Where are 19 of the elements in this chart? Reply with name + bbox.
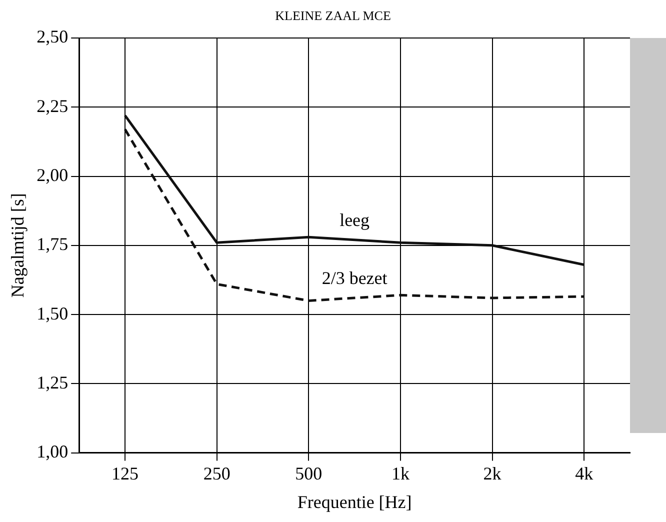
- y-tick-label: 1,75: [36, 234, 68, 254]
- y-tick-label: 1,00: [36, 442, 68, 462]
- y-tick-label: 2,50: [36, 26, 68, 47]
- y-tick-label: 1,25: [36, 372, 68, 392]
- x-tick-label: 2k: [483, 463, 502, 484]
- y-tick-label: 2,00: [36, 165, 68, 185]
- x-tick-label: 125: [112, 463, 139, 484]
- x-tick-label: 250: [203, 463, 230, 484]
- chart-title: KLEINE ZAAL MCE: [274, 8, 392, 24]
- line-series: [124, 128, 586, 302]
- series-label: 2/3 bezet: [322, 268, 388, 288]
- x-tick-label: 1k: [391, 463, 410, 484]
- y-axis-title: Nagalmtijd [s]: [8, 193, 28, 298]
- x-axis-title: Frequentie [Hz]: [297, 492, 412, 512]
- x-tick-label: 500: [295, 463, 322, 484]
- y-tick-label: 2,25: [36, 96, 68, 116]
- y-tick-label: 1,50: [36, 303, 68, 324]
- series-label: leeg: [340, 210, 370, 230]
- x-tick-label: 4k: [575, 463, 594, 484]
